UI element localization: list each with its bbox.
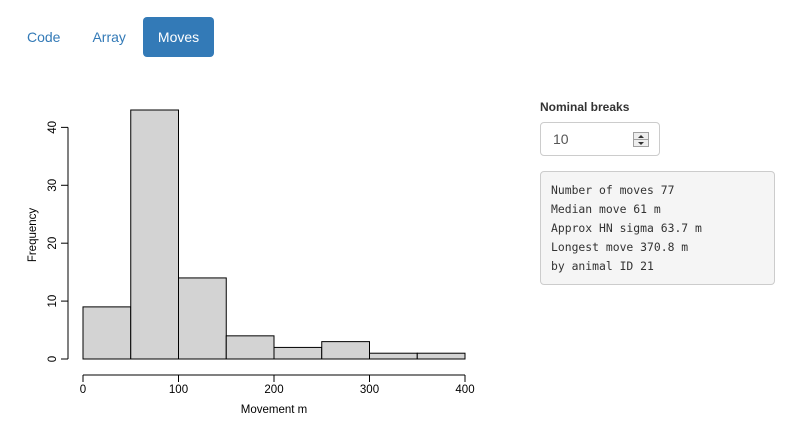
y-tick-label: 20 xyxy=(47,237,59,250)
histogram-bar xyxy=(178,277,227,360)
tab-bar: Code Array Moves xyxy=(12,17,216,57)
y-tick-label: 30 xyxy=(47,179,59,192)
tab-code[interactable]: Code xyxy=(27,29,61,45)
nominal-breaks-input[interactable]: 10 xyxy=(540,122,660,156)
y-tick-label: 10 xyxy=(47,295,59,308)
summary-line: Approx HN sigma 63.7 m xyxy=(551,221,702,235)
histogram-bar xyxy=(273,346,323,360)
spin-up-button[interactable] xyxy=(634,133,648,140)
movement-histogram: 0 10 20 30 40 0 100 200 300 400 Frequency Moveme… xyxy=(27,109,475,416)
y-tick-label: 40 xyxy=(47,121,59,134)
tab-array[interactable]: Array xyxy=(92,29,126,45)
histogram-bar xyxy=(225,335,275,360)
move-summary-output: Number of moves 77 Median move 61 m Appr… xyxy=(540,171,775,285)
summary-line: by animal ID 21 xyxy=(551,259,654,273)
x-tick-label: 400 xyxy=(455,384,474,396)
y-axis: 0 10 20 30 40 xyxy=(47,121,69,362)
nominal-breaks-value: 10 xyxy=(553,131,569,147)
spin-up-icon xyxy=(638,134,644,138)
y-tick-label: 0 xyxy=(47,356,59,362)
x-tick-label: 300 xyxy=(360,384,379,396)
x-axis-label: Movement m xyxy=(241,404,307,416)
y-axis-label: Frequency xyxy=(27,208,39,263)
tab-moves[interactable]: Moves xyxy=(142,17,215,57)
histogram-bar xyxy=(82,306,132,360)
nominal-breaks-label: Nominal breaks xyxy=(540,100,630,114)
x-tick-label: 0 xyxy=(80,384,86,396)
summary-line: Median move 61 m xyxy=(551,202,661,216)
x-tick-label: 100 xyxy=(169,384,188,396)
histogram-bar xyxy=(130,109,179,360)
histogram-bar xyxy=(369,352,418,360)
number-spinner[interactable] xyxy=(633,132,649,147)
histogram-bar xyxy=(321,341,370,360)
histogram-bar xyxy=(416,352,466,360)
x-axis: 0 100 200 300 400 xyxy=(80,374,475,396)
spin-down-button[interactable] xyxy=(634,140,648,146)
x-tick-label: 200 xyxy=(264,384,283,396)
histogram-bars xyxy=(82,109,466,360)
summary-line: Number of moves 77 xyxy=(551,183,675,197)
summary-line: Longest move 370.8 m xyxy=(551,240,689,254)
spin-down-icon xyxy=(638,141,644,145)
